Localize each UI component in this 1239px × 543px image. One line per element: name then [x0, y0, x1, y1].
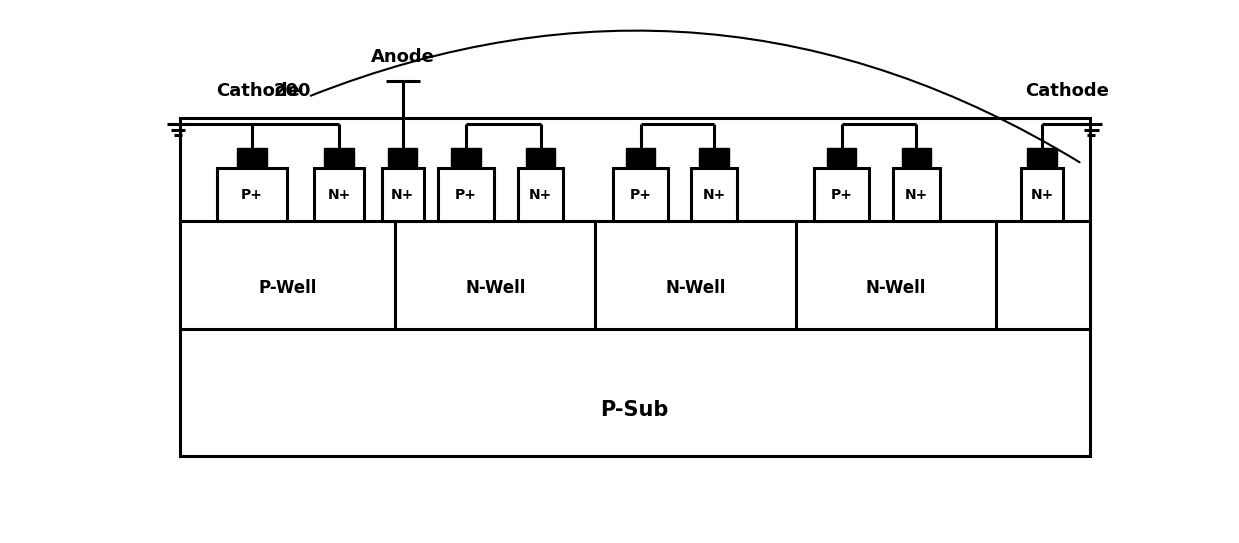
Bar	[1021, 168, 1063, 222]
Text: N+: N+	[904, 187, 928, 201]
Text: N+: N+	[392, 187, 415, 201]
Bar	[313, 168, 364, 222]
Bar	[451, 148, 481, 168]
Text: N-Well: N-Well	[465, 279, 525, 298]
Text: 200: 200	[274, 81, 311, 99]
Bar	[814, 168, 870, 222]
Bar	[325, 148, 353, 168]
Bar	[626, 148, 655, 168]
Bar	[699, 148, 729, 168]
Bar	[395, 222, 595, 329]
Bar	[180, 222, 395, 329]
Bar	[527, 148, 555, 168]
Bar	[893, 168, 939, 222]
Bar	[828, 148, 856, 168]
Text: N-Well: N-Well	[665, 279, 726, 298]
Text: Anode: Anode	[370, 48, 435, 66]
Text: N+: N+	[703, 187, 726, 201]
Text: N+: N+	[327, 187, 351, 201]
Text: P+: P+	[455, 187, 477, 201]
Bar	[1027, 148, 1057, 168]
Bar	[795, 222, 996, 329]
Bar	[518, 168, 563, 222]
Text: P+: P+	[629, 187, 652, 201]
Text: P+: P+	[831, 187, 852, 201]
Bar	[382, 168, 424, 222]
Bar	[217, 168, 286, 222]
Bar	[388, 148, 418, 168]
Text: Cathode: Cathode	[217, 83, 300, 100]
Bar	[439, 168, 493, 222]
Bar	[613, 168, 669, 222]
Text: P-Sub: P-Sub	[601, 400, 669, 420]
Bar	[180, 117, 1089, 456]
Bar	[595, 222, 795, 329]
Text: N+: N+	[529, 187, 553, 201]
Bar	[238, 148, 266, 168]
Bar	[902, 148, 930, 168]
Text: Cathode: Cathode	[1025, 83, 1109, 100]
Bar	[691, 168, 737, 222]
Text: P-Well: P-Well	[258, 279, 316, 298]
Bar	[996, 222, 1089, 329]
Text: N-Well: N-Well	[866, 279, 926, 298]
Text: N+: N+	[1031, 187, 1053, 201]
Text: P+: P+	[240, 187, 263, 201]
